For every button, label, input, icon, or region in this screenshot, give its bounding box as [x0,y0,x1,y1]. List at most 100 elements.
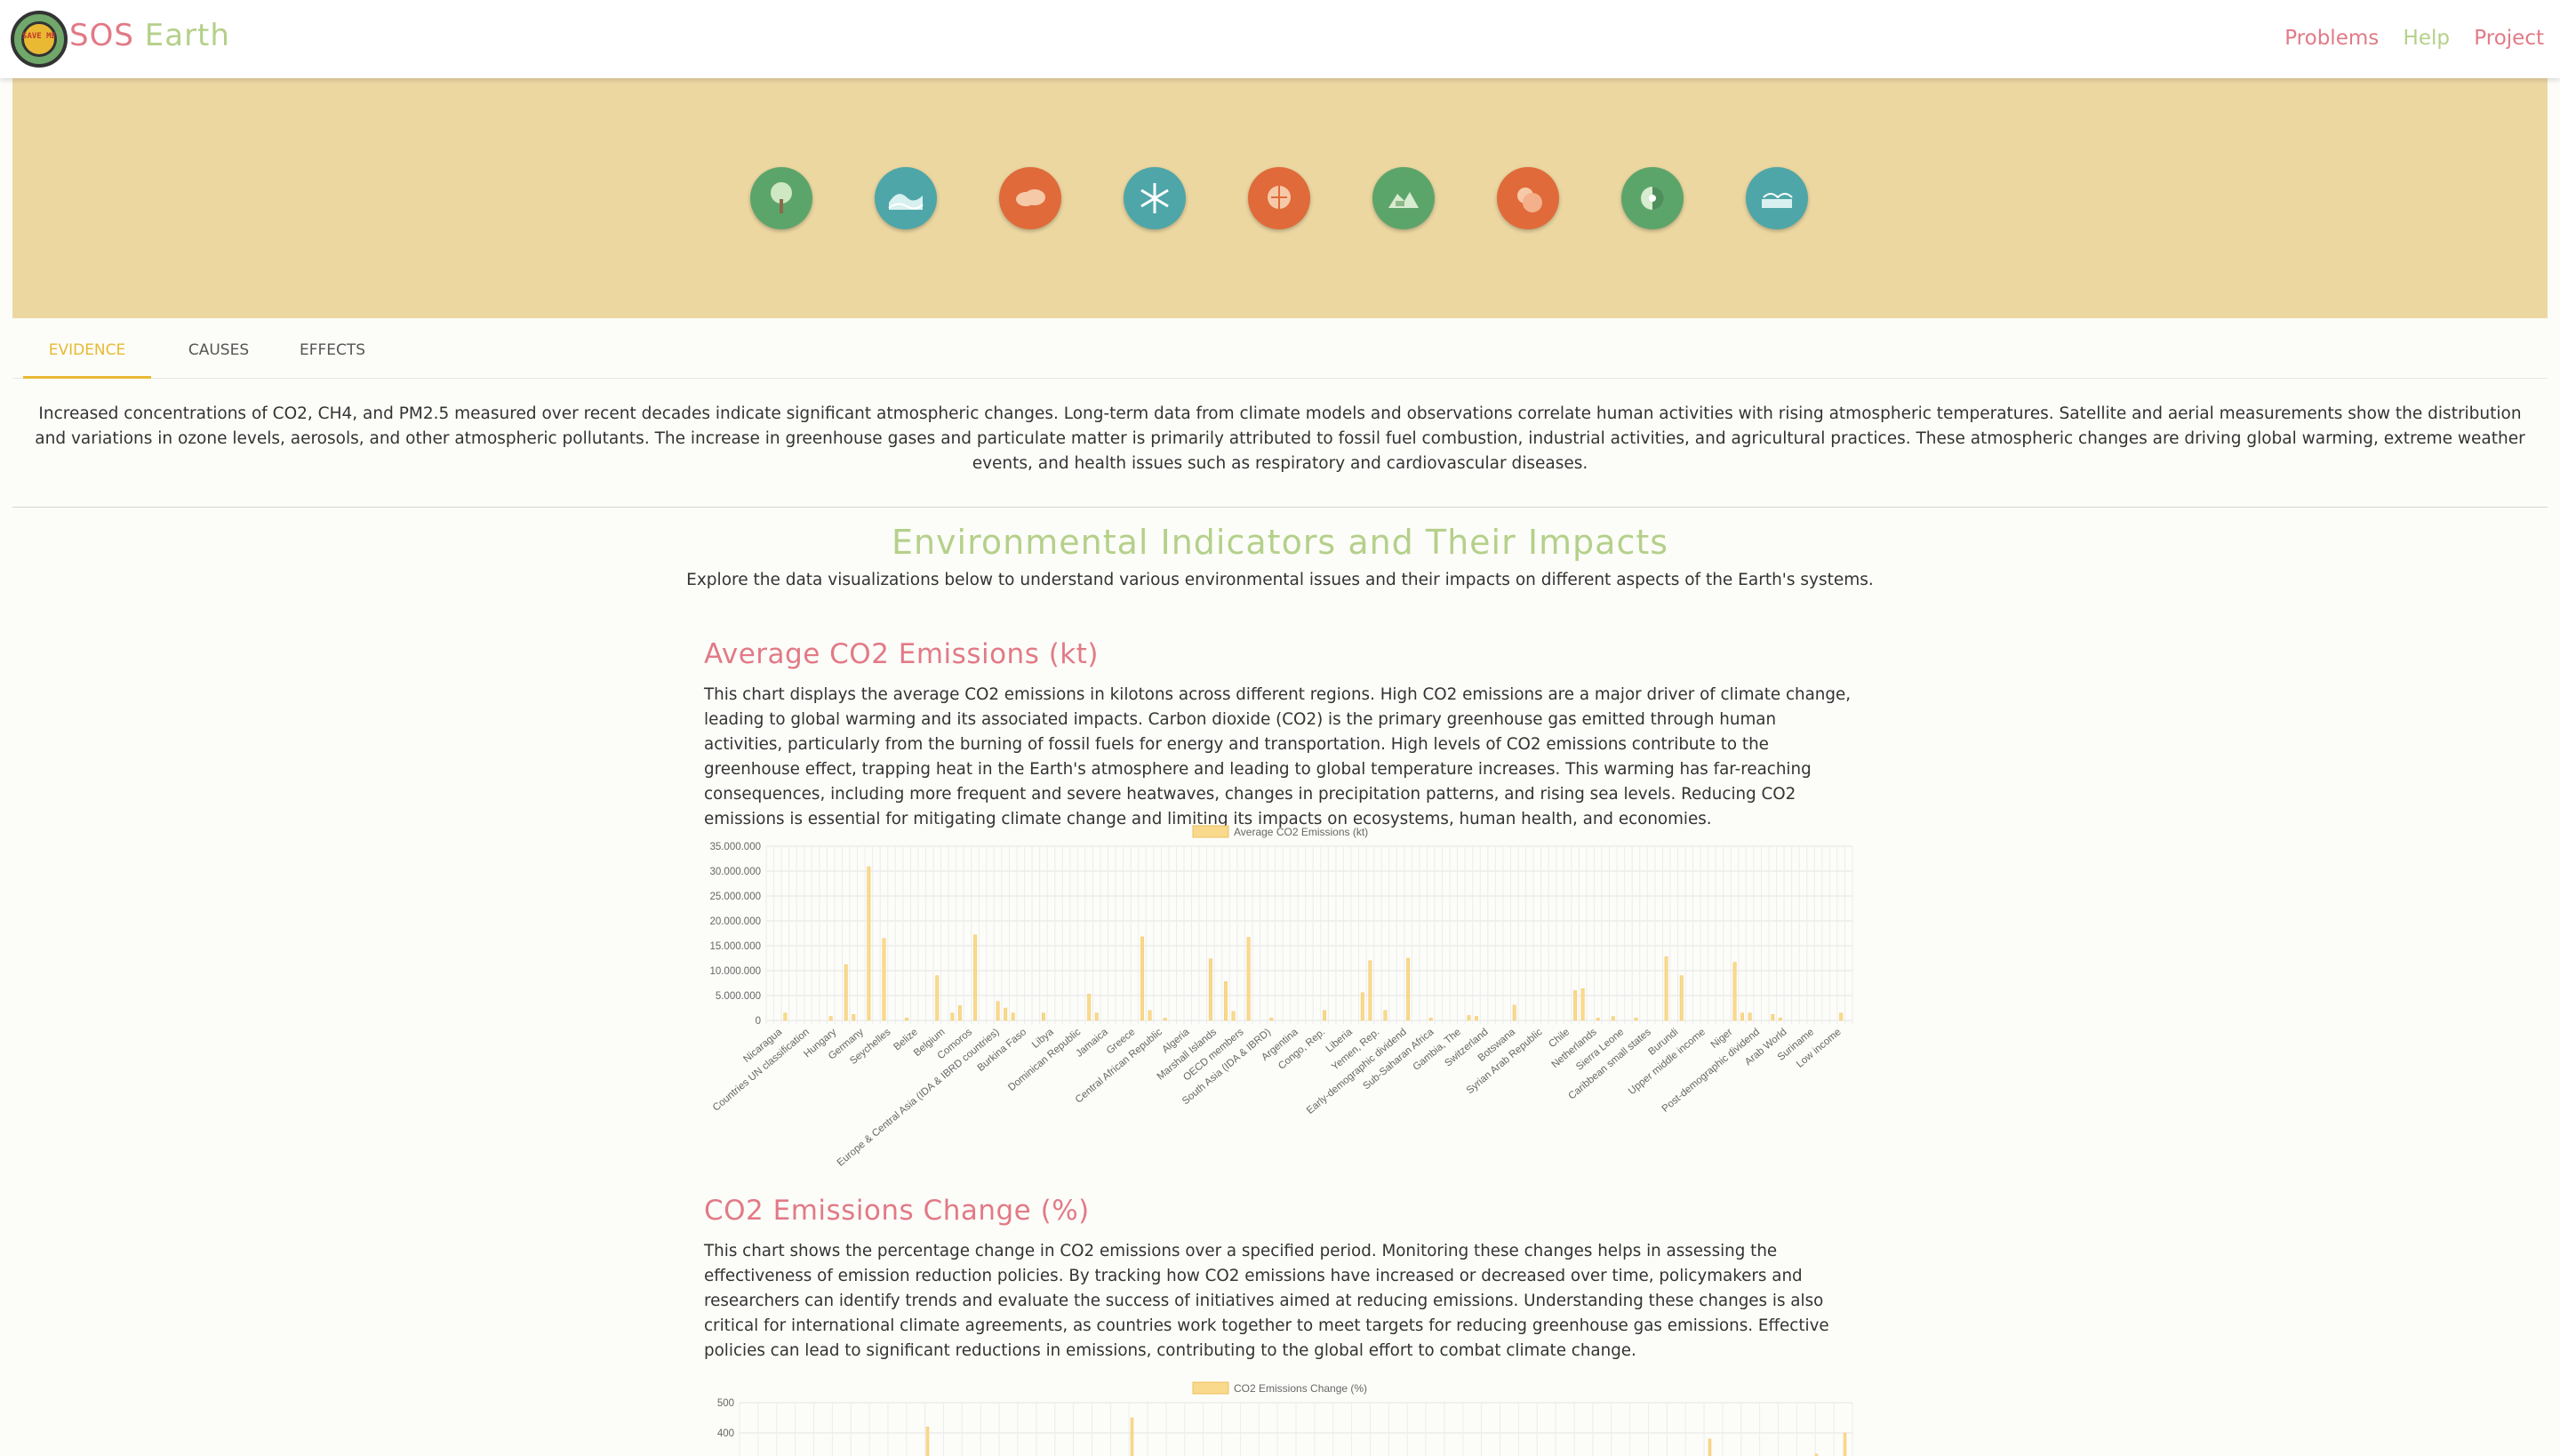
bar [950,1012,955,1021]
tab-causes[interactable]: Causes [188,341,250,359]
bar [935,975,940,1021]
bar [852,1014,856,1021]
section-avg-co2: Average CO2 Emissions (kt) This chart di… [704,638,1858,832]
y-tick-label: 15.000.000 [709,941,761,952]
nav-link-problems[interactable]: Problems [2284,27,2380,50]
avg-co2-chart-svg: Average CO2 Emissions (kt) 35.000.000 30.0… [709,825,1853,1169]
bar [1664,956,1668,1021]
y-tick-label: 400 [717,1428,734,1439]
bar [1814,1453,1819,1456]
sea-icon[interactable] [1746,167,1808,229]
snowflake-icon[interactable] [1124,167,1186,229]
bar [996,1001,1000,1021]
bar [1208,958,1212,1021]
section-co2-change: CO2 Emissions Change (%) This chart show… [704,1195,1858,1364]
bar [1748,1012,1752,1021]
bar [1843,1432,1847,1456]
tree-icon[interactable] [750,167,812,229]
bar [1611,1016,1615,1021]
y-tick-label: 35.000.000 [709,842,761,852]
bar [1580,988,1585,1021]
bar [1679,975,1684,1021]
avg-co2-chart: Average CO2 Emissions (kt) 35.000.000 30.0… [704,823,1858,1174]
problem-icons-banner [12,78,2548,318]
bar [1383,1010,1388,1021]
bar [1323,1010,1327,1021]
bar [1467,1015,1471,1021]
bar [1406,957,1411,1021]
globe-heat-icon[interactable] [1248,167,1310,229]
landfill-icon[interactable] [1372,167,1435,229]
logo[interactable]: SAVE ME [11,11,68,68]
logo-text: SAVE ME [22,32,56,41]
tab-evidence[interactable]: Evidence [23,318,151,379]
bar [1839,1012,1844,1021]
bar [1041,1012,1045,1021]
bar [1360,992,1364,1021]
bar [1732,962,1737,1021]
cloud-icon[interactable] [999,167,1061,229]
bar [867,866,871,1021]
y-tick-label: 0 [756,1016,761,1027]
bar [1573,990,1578,1021]
y-tick-label: 10.000.000 [709,966,761,977]
bar [1512,1004,1516,1021]
bar [1140,936,1144,1021]
legend-swatch [1192,825,1229,838]
legend-swatch [1192,1381,1229,1395]
bar [882,938,886,1021]
brand-part2: Earth [144,18,230,53]
bar [1368,960,1372,1021]
page-title: Environmental Indicators and Their Impac… [891,523,1669,562]
bar [1087,994,1092,1021]
y-tick-label: 25.000.000 [709,892,761,902]
bar [1596,1017,1600,1021]
bar [1231,1011,1236,1021]
y-tick-label: 30.000.000 [709,867,761,877]
bar [1004,1007,1008,1021]
bar [905,1017,909,1021]
y-tick-label: 5.000.000 [716,991,761,1002]
section-text: This chart shows the percentage change i… [704,1242,1829,1360]
bar [1224,981,1228,1021]
wave-icon[interactable] [875,167,937,229]
bar [1708,1438,1712,1456]
bar [844,964,848,1021]
nav-links: Problems Help Project [2267,27,2544,50]
sun-icon[interactable] [1497,167,1559,229]
page-subtitle: Explore the data visualizations below to… [686,571,1874,589]
bar [1634,1017,1638,1021]
bar [973,934,977,1021]
bar [1475,1016,1478,1021]
bar [783,1012,788,1021]
nav-link-help[interactable]: Help [2403,27,2450,50]
bar [828,1016,833,1021]
bar [1771,1014,1775,1021]
co2-change-chart-svg: CO2 Emissions Change (%) 500 400 [717,1381,1853,1456]
section-title: Average CO2 Emissions (kt) [704,638,1100,670]
bar [957,1004,962,1021]
brand-title[interactable]: SOS Earth [69,18,230,53]
tab-effects[interactable]: Effects [299,341,366,359]
x-tick-label: Burkina Faso [976,1027,1029,1074]
evidence-text: Increased concentrations of CO2, CH4, an… [12,379,2548,508]
y-tick-label: 20.000.000 [709,916,761,927]
section-title: CO2 Emissions Change (%) [704,1195,1090,1227]
bar [1740,1012,1745,1021]
brand-part1: SOS [69,18,134,53]
bar [1094,1012,1099,1021]
co2-change-chart: CO2 Emissions Change (%) 500 400 [704,1380,1858,1456]
globe-icon [21,21,57,57]
bar [1428,1017,1433,1021]
bar [1246,937,1251,1021]
bar [1130,1417,1134,1456]
top-navbar: SAVE ME SOS Earth Problems Help Project [0,0,2560,78]
bar [1778,1017,1782,1021]
tab-bar: Evidence Causes Effects [12,318,2548,379]
bar [1269,1017,1274,1021]
legend-label: CO2 Emissions Change (%) [1234,1382,1367,1395]
bar [1163,1017,1167,1021]
nav-link-project[interactable]: Project [2474,27,2544,50]
leaf-icon[interactable] [1621,167,1684,229]
bar [1011,1012,1015,1021]
